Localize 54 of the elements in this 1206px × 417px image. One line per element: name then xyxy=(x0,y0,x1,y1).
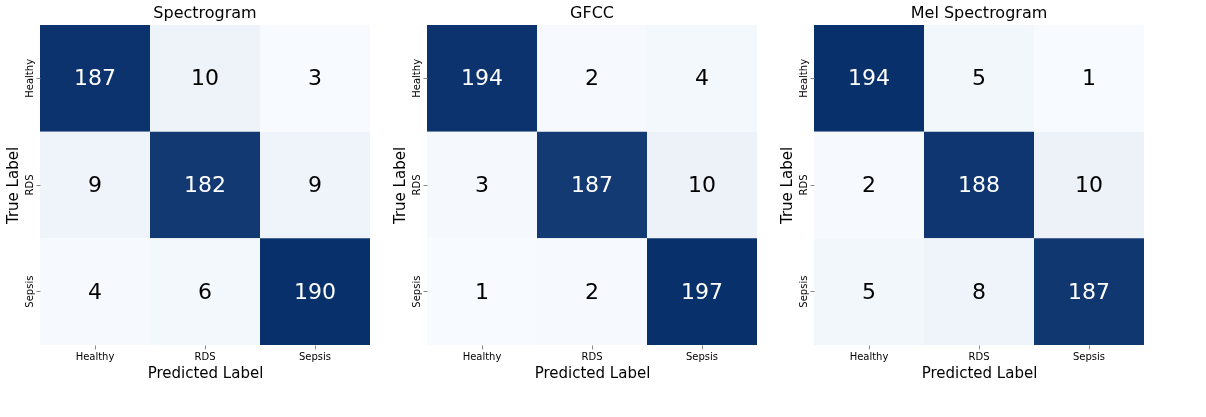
x-tick-label: Sepsis xyxy=(298,350,332,362)
y-tick-label: Sepsis xyxy=(23,275,35,308)
x-tick-label: RDS xyxy=(581,350,603,362)
x-axis-title: Predicted Label xyxy=(921,363,1038,382)
y-axis-title: True Label xyxy=(390,146,409,226)
y-tick-label: Sepsis xyxy=(410,275,422,308)
y-tick-label: Healthy xyxy=(797,58,809,98)
y-tick-label: RDS xyxy=(23,174,35,196)
data-label: 188 xyxy=(958,172,1000,197)
data-label: 187 xyxy=(571,172,613,197)
data-label: 2 xyxy=(585,65,599,91)
x-axis-title: Predicted Label xyxy=(147,363,264,382)
y-axis-title: True Label xyxy=(777,146,796,226)
data-label: 194 xyxy=(848,65,890,91)
y-tick-label: Sepsis xyxy=(797,275,809,308)
data-label: 8 xyxy=(972,278,986,304)
chart-title: GFCC xyxy=(570,3,614,22)
x-tick-label: Sepsis xyxy=(685,350,719,362)
data-label: 190 xyxy=(294,278,336,304)
data-label: 10 xyxy=(191,65,219,91)
x-tick-label: RDS xyxy=(968,350,990,362)
data-label: 4 xyxy=(88,278,102,304)
x-tick-label: Healthy xyxy=(462,350,502,362)
x-tick-label: Healthy xyxy=(75,350,115,362)
data-label: 194 xyxy=(461,65,503,91)
data-label: 2 xyxy=(862,172,876,197)
data-label: 4 xyxy=(695,65,709,91)
data-label: 1 xyxy=(1082,65,1096,91)
data-label: 3 xyxy=(308,65,322,91)
chart-title: Mel Spectrogram xyxy=(910,3,1048,22)
x-tick-label: Healthy xyxy=(849,350,889,362)
data-label: 182 xyxy=(184,172,226,197)
data-label: 197 xyxy=(681,278,723,304)
data-label: 187 xyxy=(74,65,116,91)
data-label: 2 xyxy=(585,278,599,304)
y-tick-label: Healthy xyxy=(410,58,422,98)
data-label: 10 xyxy=(688,172,716,197)
x-tick-label: RDS xyxy=(194,350,216,362)
data-label: 187 xyxy=(1068,278,1110,304)
data-label: 1 xyxy=(475,278,489,304)
y-axis-title: True Label xyxy=(3,146,22,226)
data-label: 5 xyxy=(972,65,986,91)
chart-title: Spectrogram xyxy=(153,3,257,22)
x-tick-label: Sepsis xyxy=(1072,350,1106,362)
y-tick-label: RDS xyxy=(797,174,809,196)
data-label: 9 xyxy=(308,172,322,197)
data-label: 6 xyxy=(198,278,212,304)
data-label: 10 xyxy=(1075,172,1103,197)
data-label: 3 xyxy=(475,172,489,197)
x-axis-title: Predicted Label xyxy=(534,363,651,382)
y-tick-label: Healthy xyxy=(23,58,35,98)
data-label: 5 xyxy=(862,278,876,304)
data-label: 9 xyxy=(88,172,102,197)
y-tick-label: RDS xyxy=(410,174,422,196)
